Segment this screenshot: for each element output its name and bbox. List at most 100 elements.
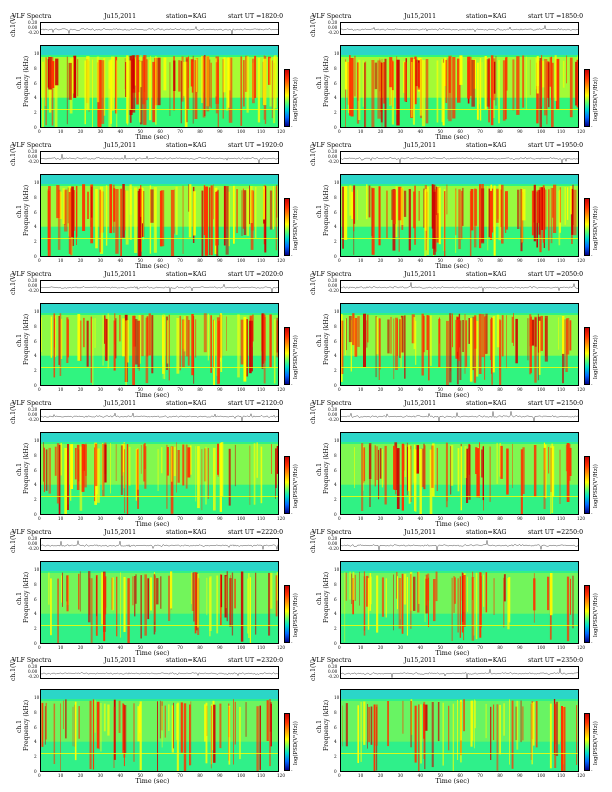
spectrogram-y-tick: 4 (334, 224, 337, 230)
spectrogram-burst (190, 701, 192, 766)
spectrogram-burst (71, 186, 74, 237)
spectrogram-y-label: Frequency (kHz) (323, 55, 330, 107)
spectrogram-x-tick: 60 (457, 516, 463, 521)
start-ut-value: 2150:0 (561, 400, 584, 407)
spectrogram-x-tick: 90 (217, 645, 223, 650)
spectrogram-burst (51, 57, 54, 126)
spectrogram-burst (213, 447, 216, 511)
spectrogram-x-tick: 80 (497, 258, 503, 263)
spectrogram-burst (191, 314, 194, 376)
spectrogram-panel: VLF Spectra Ju15,2011 station=KAG start UT … (8, 399, 304, 528)
spectrogram-x-tick: 30 (397, 129, 404, 134)
spectrogram-burst (473, 317, 477, 383)
spectrogram-burst (217, 320, 220, 384)
spectrogram-burst (155, 56, 157, 125)
spectrogram-channel-label: ch.1 (16, 76, 23, 89)
spectrogram-burst (94, 443, 98, 487)
spectrogram-mid-band (41, 186, 278, 227)
spectrogram-burst (564, 319, 565, 369)
spectrogram-burst (513, 313, 514, 346)
waveform-trace (41, 540, 278, 550)
spectrogram-burst (86, 320, 89, 367)
spectrogram-burst (171, 446, 173, 482)
spectrogram-x-tick: 40 (117, 773, 123, 778)
spectrogram-x-tick: 0 (38, 129, 41, 134)
spectrogram-burst (249, 445, 251, 505)
spectrogram-channel-label: ch.1 (16, 205, 23, 218)
spectrogram-x-tick: 40 (117, 645, 123, 650)
start-ut-value: 2020:0 (261, 271, 284, 278)
spectrogram-burst (60, 442, 62, 476)
spectrogram-y-tick: 2 (334, 497, 337, 503)
spectrogram-burst (45, 702, 47, 740)
panel-start-ut: start UT =2150:0 (528, 399, 583, 408)
spectrogram-channel-label: ch.1 (316, 334, 323, 347)
spectrogram-burst (534, 317, 537, 347)
spectrogram-burst (206, 186, 208, 247)
spectrogram-burst (522, 447, 525, 494)
spectrogram-burst (417, 572, 420, 613)
spectrogram-x-tick: 40 (417, 645, 423, 650)
spectrogram-burst (226, 571, 228, 622)
spectrogram-y-tick: 6 (334, 596, 337, 602)
spectrogram-y-label: Frequency (kHz) (23, 699, 30, 751)
spectrogram-burst (220, 574, 223, 608)
spectrogram-line (341, 238, 578, 239)
spectrogram-burst (467, 576, 468, 612)
spectrogram-burst (442, 62, 445, 126)
start-ut-value: 2320:0 (261, 657, 284, 664)
spectrogram-x-tick: 120 (577, 387, 585, 392)
spectrogram-y-tick: 10 (34, 180, 40, 185)
spectrogram-burst (97, 704, 99, 731)
spectrogram-burst (185, 316, 189, 357)
spectrogram-burst (341, 320, 344, 374)
spectrogram-x-tick: 10 (57, 129, 64, 134)
spectrogram-burst (425, 574, 428, 606)
start-ut-prefix: start UT = (528, 529, 562, 536)
spectrogram-line (41, 625, 278, 626)
spectrogram-burst (164, 705, 166, 738)
spectrogram-x-tick: 60 (157, 645, 163, 650)
spectrogram-burst (357, 705, 359, 763)
spectrogram-burst (137, 320, 140, 369)
waveform-svg (41, 412, 278, 421)
spectrogram-burst (220, 313, 223, 372)
spectrogram-x-tick: 70 (477, 129, 483, 134)
spectrogram-burst (173, 60, 176, 91)
spectrogram-burst (512, 443, 513, 489)
spectrogram-y-tick: 0 (34, 125, 37, 130)
panel-title: VLF Spectra (12, 142, 52, 149)
spectrogram-burst (243, 60, 245, 107)
spectrogram-burst (484, 56, 487, 110)
spectrogram-burst (479, 572, 482, 638)
waveform-plot (40, 22, 279, 35)
spectrogram-burst (237, 314, 240, 378)
spectrogram-x-tick: 20 (377, 645, 384, 650)
spectrogram-x-tick: 100 (537, 645, 546, 650)
spectrogram-burst (421, 448, 424, 488)
panel-start-ut: start UT =1850:0 (528, 12, 583, 21)
spectrogram-x-tick: 10 (57, 387, 64, 392)
spectrogram-burst (243, 316, 247, 382)
spectrogram-burst (485, 703, 487, 739)
spectrogram-burst (74, 448, 77, 480)
spectrogram-burst (475, 572, 478, 640)
spectrogram-burst (474, 189, 477, 226)
spectrogram-mid-band (341, 701, 578, 742)
spectrogram-line (341, 496, 578, 497)
spectrogram-burst (228, 191, 230, 247)
spectrogram-burst (363, 701, 366, 745)
spectrogram-burst (533, 578, 536, 611)
spectrogram-burst (345, 59, 346, 127)
spectrogram-burst (395, 447, 397, 495)
spectrogram-x-tick: 50 (437, 645, 443, 650)
spectrogram-x-tick: 40 (417, 773, 423, 778)
spectrogram-burst (66, 56, 68, 125)
spectrogram-burst (43, 442, 44, 482)
spectrogram-burst (53, 313, 56, 378)
colorbar-label: log(PSD(V²/Hz)) (293, 206, 299, 250)
spectrogram-x-tick: 20 (77, 387, 84, 392)
spectrogram-burst (449, 313, 452, 383)
waveform-y-tick: 0.20 (28, 278, 38, 283)
spectrogram-burst (457, 578, 459, 633)
